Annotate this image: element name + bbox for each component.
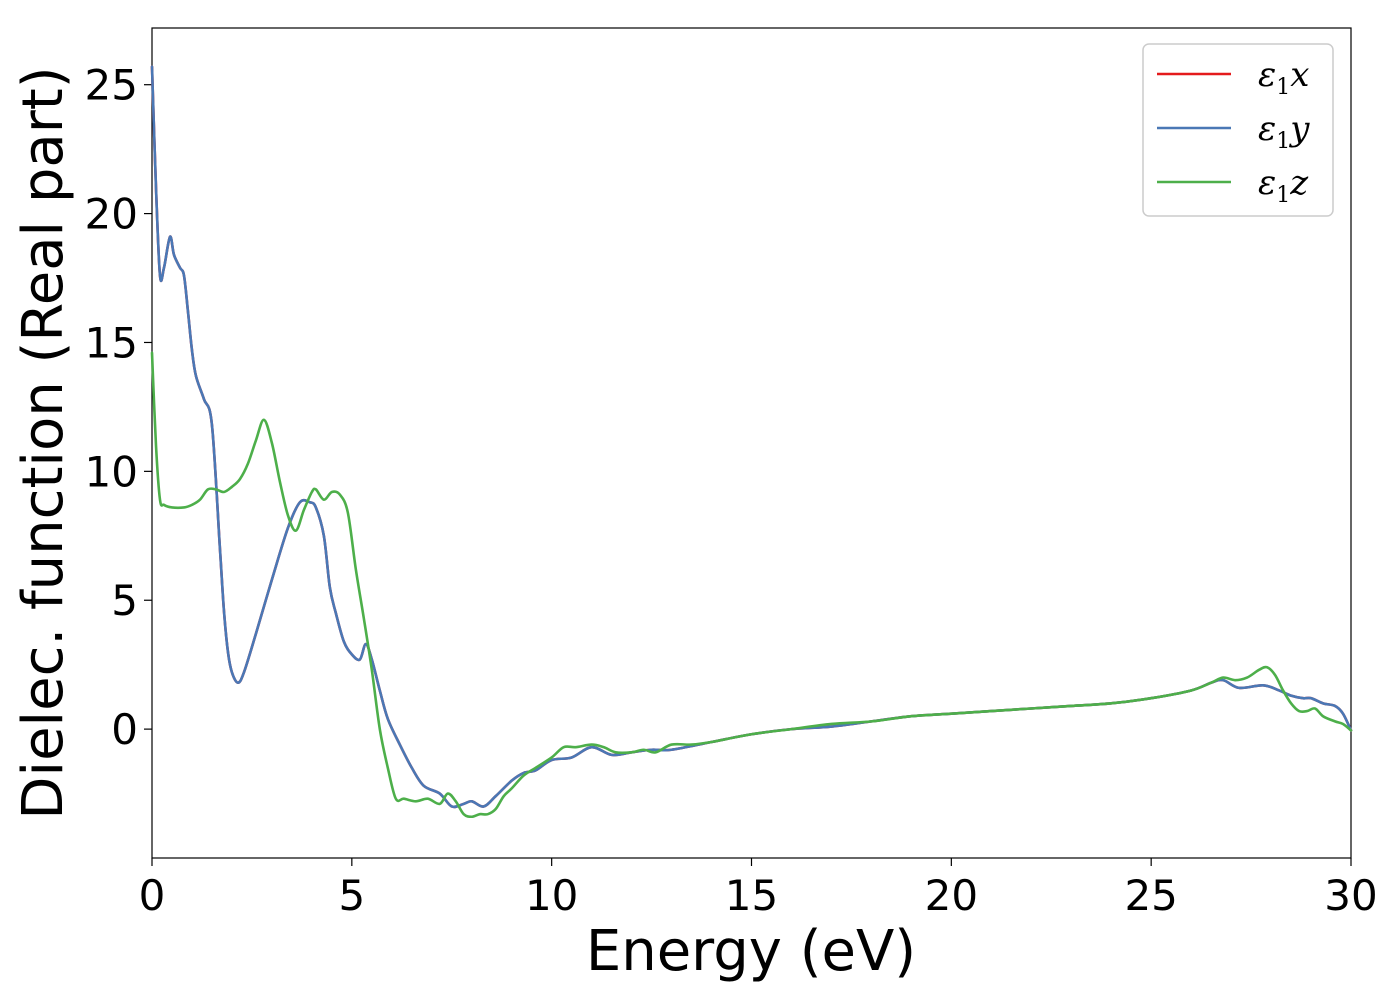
x-tick-label: 5 — [338, 871, 365, 920]
x-axis-title: Energy (eV) — [586, 919, 916, 984]
x-tick-label: 15 — [725, 871, 778, 920]
x-tick-label: 10 — [525, 871, 578, 920]
legend-label-base: ε — [1258, 163, 1276, 203]
y-tick-label: 15 — [85, 318, 138, 367]
y-tick-label: 0 — [111, 705, 138, 754]
x-axis-ticks: 0 5 10 15 20 25 30 — [139, 858, 1378, 920]
legend-label-subscript: 1 — [1276, 183, 1290, 208]
series-lines — [150, 65, 1353, 819]
legend-label-x: ε1x — [1258, 55, 1309, 100]
legend-label-subscript: 1 — [1276, 75, 1290, 100]
y-axis-title: Dielec. function (Real part) — [11, 66, 76, 819]
legend-label-subscript: 1 — [1276, 129, 1290, 154]
legend-box — [1142, 43, 1334, 217]
legend-label-variable: z — [1289, 163, 1309, 203]
legend-label-variable: x — [1290, 55, 1309, 95]
x-tick-label: 0 — [139, 871, 166, 920]
legend-label-y: ε1y — [1258, 109, 1310, 154]
legend-label-variable: y — [1288, 109, 1310, 149]
legend-label-base: ε — [1258, 109, 1276, 149]
y-axis-ticks: 0 5 10 15 20 25 — [85, 61, 152, 754]
x-tick-label: 30 — [1324, 871, 1377, 920]
y-tick-label: 25 — [85, 61, 138, 110]
y-tick-label: 20 — [85, 190, 138, 239]
y-tick-label: 10 — [85, 447, 138, 496]
series-line-z — [150, 351, 1353, 819]
x-tick-label: 20 — [925, 871, 978, 920]
legend-label-z: ε1z — [1258, 163, 1309, 208]
x-tick-label: 25 — [1124, 871, 1177, 920]
legend-label-base: ε — [1258, 55, 1276, 95]
y-tick-label: 5 — [111, 576, 138, 625]
